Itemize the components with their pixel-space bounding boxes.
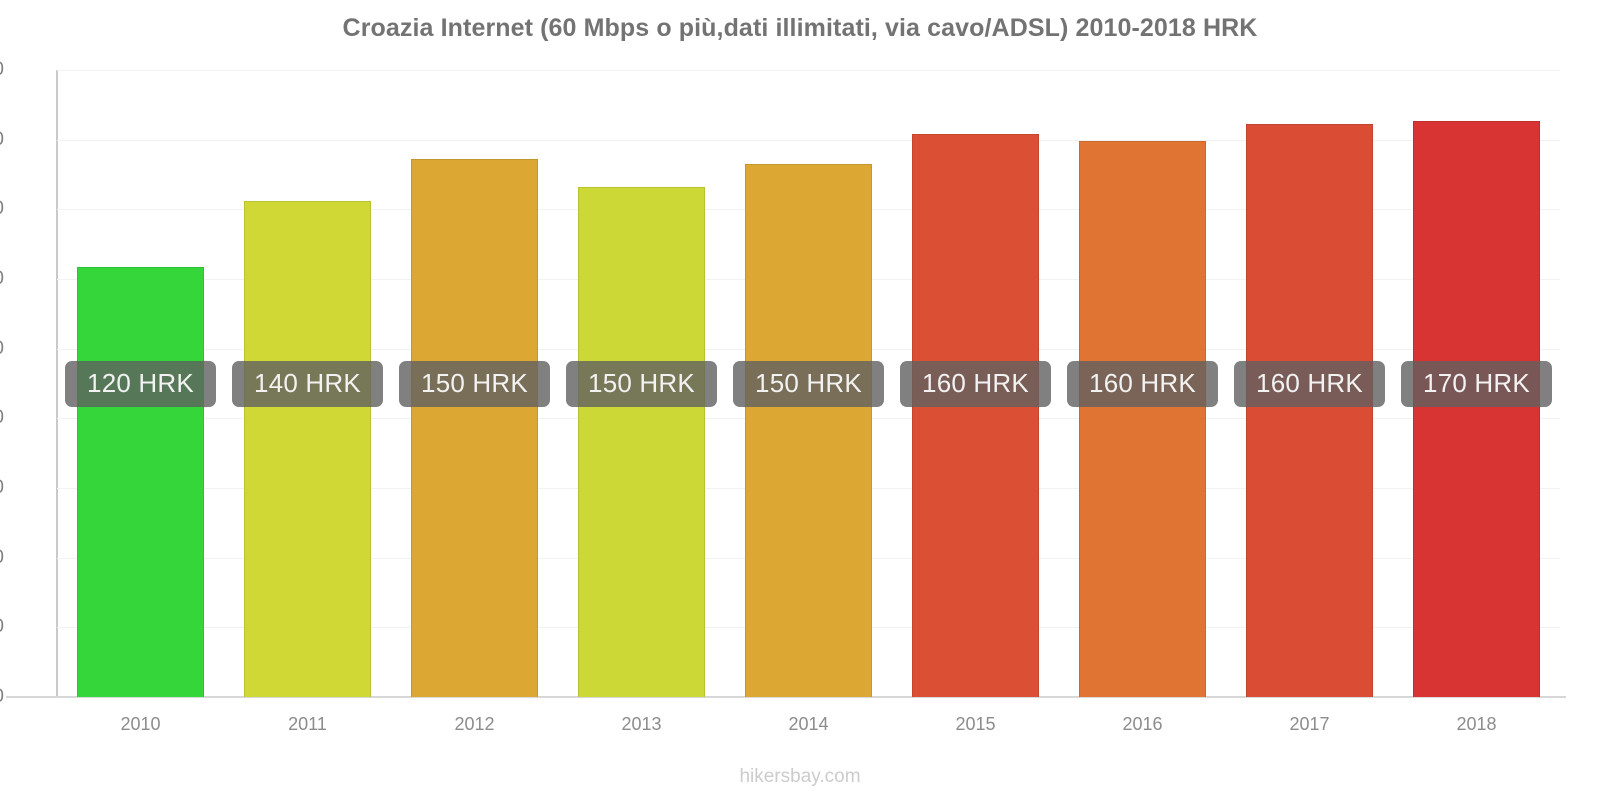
bar[interactable] [411, 158, 538, 697]
bar[interactable] [1413, 120, 1540, 697]
x-axis-tick-label: 2010 [120, 714, 161, 734]
y-axis-line [56, 70, 58, 698]
bar[interactable] [1246, 124, 1373, 697]
bar-group[interactable]: 160 HRK [900, 70, 1051, 697]
bar[interactable] [745, 164, 872, 697]
bar[interactable] [77, 266, 204, 697]
y-axis-tick-label: 140 [0, 198, 4, 220]
bar-group[interactable]: 170 HRK [1401, 70, 1552, 697]
y-axis-tick-label: 180 [0, 59, 4, 81]
chart-title: Croazia Internet (60 Mbps o più,dati ill… [342, 14, 1258, 42]
bar[interactable] [1079, 141, 1206, 697]
bar[interactable] [912, 134, 1039, 697]
x-axis-tick-label: 2016 [1122, 714, 1163, 734]
x-axis-tick-label: 2011 [288, 714, 327, 734]
y-axis-tick-label: 20 [0, 616, 4, 638]
x-axis-tick-label: 2017 [1289, 714, 1330, 734]
bar-group[interactable]: 150 HRK [566, 70, 717, 697]
x-axis-tick-label: 2018 [1456, 714, 1497, 734]
y-axis-tick-label: 120 [0, 268, 4, 290]
bar-group[interactable]: 160 HRK [1234, 70, 1385, 697]
y-axis-tick-label: 40 [0, 547, 4, 569]
gridline [57, 70, 1560, 71]
gridline [57, 139, 1560, 141]
y-axis-tick-label: 100 [0, 338, 4, 360]
y-axis-tick-label: 160 [0, 129, 4, 151]
x-axis-tick-label: 2014 [788, 714, 829, 734]
source-watermark: hikersbay.com [739, 766, 861, 787]
bar-group[interactable]: 140 HRK [232, 70, 383, 697]
bar-group[interactable]: 160 HRK [1067, 70, 1218, 697]
x-axis-tick-label: 2015 [955, 714, 996, 734]
y-axis-tick-label: 80 [0, 407, 4, 429]
bar[interactable] [578, 186, 705, 697]
bar[interactable] [244, 200, 371, 697]
y-axis-tick-label: 0 [0, 686, 4, 708]
bar-group[interactable]: 150 HRK [399, 70, 550, 697]
bar-group[interactable]: 120 HRK [65, 70, 216, 697]
x-axis-tick-label: 2012 [454, 714, 495, 734]
gridline [57, 697, 1560, 698]
bar-group[interactable]: 150 HRK [733, 70, 884, 697]
x-axis-tick-label: 2013 [621, 714, 662, 734]
y-axis-tick-label: 60 [0, 477, 4, 499]
